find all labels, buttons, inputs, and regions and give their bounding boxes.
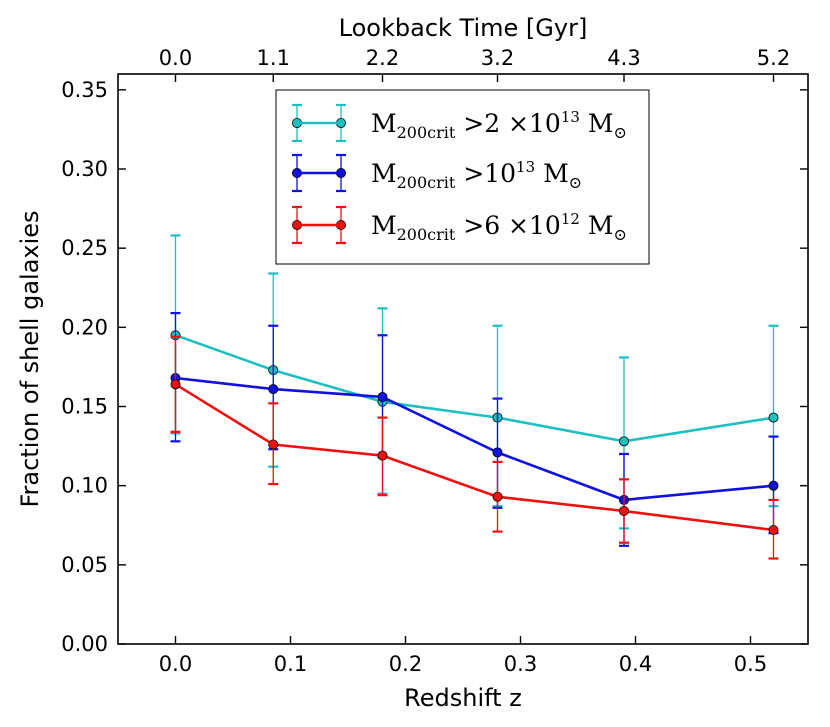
y-tick-label: 0.30 — [61, 157, 108, 181]
y-tick-label: 0.00 — [61, 632, 108, 656]
legend-label-part: M — [371, 211, 397, 240]
y-tick-label: 0.20 — [61, 315, 108, 339]
legend-label: M200crit >1013 M⊙ — [371, 158, 582, 192]
x-tick-label: 0.3 — [504, 652, 537, 676]
ticks-layer: 0.0 0.1 0.2 0.3 0.4 0.5 0.00 0.05 0.10 0.15 0.20 0.… — [61, 46, 808, 676]
legend-label-part: 200crit — [397, 123, 456, 142]
data-point — [170, 379, 181, 390]
x-tick-label: 0.4 — [619, 652, 652, 676]
data-point — [768, 412, 779, 423]
top-axis-title: Lookback Time [Gyr] — [339, 14, 588, 42]
x-tick-label: 0.5 — [734, 652, 767, 676]
y-axis-title: Fraction of shell galaxies — [16, 210, 44, 507]
y-tick-label: 0.25 — [61, 236, 108, 260]
series-3 — [170, 335, 779, 560]
legend-label-part: M — [371, 109, 397, 138]
legend-label-part: M — [535, 159, 569, 188]
legend-entry-3: M200crit >6 ×1012 M⊙ — [291, 205, 627, 245]
data-point — [492, 447, 503, 458]
legend-label-part: M — [580, 211, 614, 240]
top-tick-label: 4.3 — [607, 46, 640, 70]
top-tick-label: 1.1 — [257, 46, 290, 70]
legend-label-part: >6 ×10 — [455, 211, 561, 240]
legend-label-part: 200crit — [397, 225, 456, 244]
y-tick-label: 0.10 — [61, 474, 108, 498]
legend-label-part: ⊙ — [613, 123, 626, 142]
legend-label: M200crit >6 ×1012 M⊙ — [371, 210, 627, 244]
legend-label-part: ⊙ — [613, 225, 626, 244]
legend: M200crit >2 ×1013 M⊙M200crit >1013 M⊙M20… — [275, 89, 650, 265]
series-line — [174, 383, 774, 532]
legend-label-part: 12 — [561, 210, 580, 228]
legend-label: M200crit >2 ×1013 M⊙ — [371, 108, 627, 142]
legend-entry-2: M200crit >1013 M⊙ — [291, 153, 582, 193]
legend-label-part: >10 — [455, 159, 516, 188]
series-line — [175, 376, 774, 502]
legend-entry-1: M200crit >2 ×1013 M⊙ — [291, 103, 627, 143]
x-tick-label: 0.0 — [159, 652, 192, 676]
x-tick-label: 0.2 — [389, 652, 422, 676]
legend-label-part: >2 ×10 — [455, 109, 561, 138]
legend-label-part: M — [580, 109, 614, 138]
data-point — [377, 391, 388, 402]
legend-label-part: 13 — [561, 108, 580, 126]
data-point — [268, 384, 279, 395]
x-tick-label: 0.1 — [274, 652, 307, 676]
data-point — [619, 505, 630, 516]
data-point — [377, 450, 388, 461]
x-axis-title: Redshift z — [404, 684, 522, 712]
legend-label-part: 200crit — [397, 173, 456, 192]
legend-label-part: ⊙ — [569, 173, 582, 192]
top-tick-label: 5.2 — [757, 46, 790, 70]
data-point — [768, 480, 779, 491]
top-tick-label: 2.2 — [366, 46, 399, 70]
series-layer — [170, 234, 779, 560]
top-tick-label: 0.0 — [159, 46, 192, 70]
data-point — [768, 525, 779, 536]
y-tick-label: 0.35 — [61, 78, 108, 102]
y-tick-label: 0.05 — [61, 553, 108, 577]
plot-frame — [117, 73, 809, 645]
y-tick-label: 0.15 — [61, 395, 108, 419]
legend-label-part: M — [371, 159, 397, 188]
data-point — [268, 439, 279, 450]
legend-label-part: 13 — [516, 158, 535, 176]
data-point — [492, 491, 503, 502]
top-tick-label: 3.2 — [481, 46, 514, 70]
data-point — [619, 436, 630, 447]
series-line — [175, 333, 774, 443]
